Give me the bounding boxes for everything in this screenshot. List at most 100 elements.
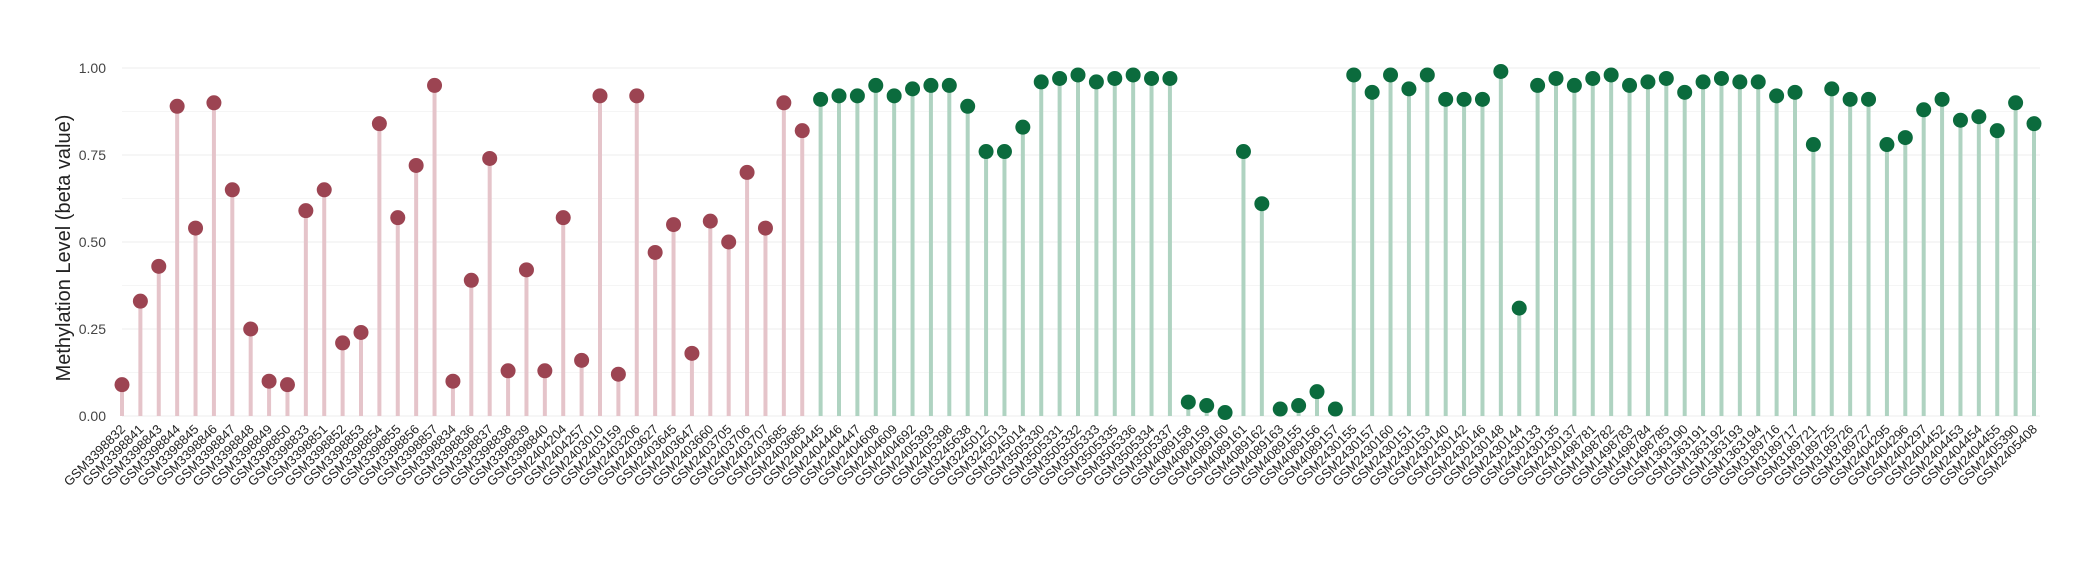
lollipop-point <box>169 98 185 114</box>
lollipop-point <box>1952 112 1968 128</box>
lollipop-point <box>757 220 773 236</box>
lollipop-point <box>1144 70 1160 86</box>
lollipop-point <box>1235 144 1251 160</box>
lollipop-point <box>610 366 626 382</box>
lollipop-point <box>1989 123 2005 139</box>
lollipop-point <box>206 95 222 111</box>
lollipop-point <box>335 335 351 351</box>
lollipop-point <box>1530 77 1546 93</box>
lollipop-point <box>1217 405 1233 421</box>
lollipop-point <box>224 182 240 198</box>
lollipop-point <box>390 210 406 226</box>
lollipop-point <box>114 377 130 393</box>
lollipop-point <box>1419 67 1435 83</box>
lollipop-point <box>1585 70 1601 86</box>
y-axis-title: Methylation Level (beta value) <box>53 115 75 382</box>
y-tick-label: 0.25 <box>79 321 106 337</box>
lollipop-point <box>1934 91 1950 107</box>
lollipop-point <box>978 144 994 160</box>
lollipop-point <box>427 77 443 93</box>
lollipop-stems <box>120 71 2036 416</box>
lollipop-point <box>1658 70 1674 86</box>
lollipop-point <box>1291 398 1307 414</box>
lollipop-point <box>1787 84 1803 100</box>
y-tick-label: 0.50 <box>79 234 106 250</box>
lollipop-point <box>1566 77 1582 93</box>
lollipop-point <box>2008 95 2024 111</box>
lollipop-point <box>463 272 479 288</box>
lollipop-point <box>261 373 277 389</box>
lollipop-point <box>1327 401 1343 417</box>
lollipop-point <box>1015 119 1031 135</box>
lollipop-point <box>868 77 884 93</box>
lollipop-point <box>1125 67 1141 83</box>
y-tick-label: 1.00 <box>79 60 106 76</box>
lollipop-point <box>1474 91 1490 107</box>
lollipop-point <box>1897 130 1913 146</box>
lollipop-point <box>1750 74 1766 90</box>
y-tick-label: 0.00 <box>79 408 106 424</box>
lollipop-point <box>684 345 700 361</box>
lollipop-point <box>482 150 498 166</box>
lollipop-point <box>923 77 939 93</box>
lollipop-point <box>1916 102 1932 118</box>
lollipop-point <box>702 213 718 229</box>
lollipop-point <box>279 377 295 393</box>
lollipop-point <box>1695 74 1711 90</box>
lollipop-point <box>353 324 369 340</box>
lollipop-point <box>408 157 424 173</box>
lollipop-points <box>114 63 2042 421</box>
lollipop-point <box>886 88 902 104</box>
y-axis-ticks: 0.00 0.25 0.50 0.75 1.00 <box>79 60 106 424</box>
lollipop-point <box>813 91 829 107</box>
lollipop-point <box>1033 74 1049 90</box>
lollipop-point <box>1511 300 1527 316</box>
lollipop-point <box>960 98 976 114</box>
lollipop-point <box>1603 67 1619 83</box>
lollipop-point <box>1162 70 1178 86</box>
x-axis-labels: GSM3398832GSM3398841GSM3398843GSM3398844… <box>61 422 2040 489</box>
lollipop-point <box>1971 109 1987 125</box>
lollipop-point <box>555 210 571 226</box>
lollipop-point <box>629 88 645 104</box>
lollipop-point <box>1824 81 1840 97</box>
lollipop-point <box>1548 70 1564 86</box>
lollipop-point <box>316 182 332 198</box>
lollipop-point <box>1070 67 1086 83</box>
lollipop-point <box>1879 137 1895 153</box>
lollipop-point <box>592 88 608 104</box>
lollipop-point <box>371 116 387 132</box>
lollipop-point <box>1493 63 1509 79</box>
lollipop-point <box>188 220 204 236</box>
lollipop-point <box>905 81 921 97</box>
lollipop-point <box>739 164 755 180</box>
lollipop-point <box>1805 137 1821 153</box>
lollipop-point <box>1383 67 1399 83</box>
lollipop-point <box>243 321 259 337</box>
lollipop-point <box>1769 88 1785 104</box>
lollipop-point <box>1842 91 1858 107</box>
lollipop-point <box>537 363 553 379</box>
lollipop-point <box>298 203 314 219</box>
lollipop-point <box>666 217 682 233</box>
lollipop-point <box>1107 70 1123 86</box>
grid-lines <box>122 67 2040 417</box>
lollipop-point <box>1456 91 1472 107</box>
lollipop-point <box>1640 74 1656 90</box>
lollipop-point <box>647 244 663 260</box>
lollipop-point <box>849 88 865 104</box>
lollipop-point <box>132 293 148 309</box>
y-tick-label: 0.75 <box>79 147 106 163</box>
lollipop-point <box>574 352 590 368</box>
lollipop-point <box>1052 70 1068 86</box>
lollipop-point <box>1364 84 1380 100</box>
lollipop-point <box>1346 67 1362 83</box>
lollipop-point <box>831 88 847 104</box>
lollipop-point <box>445 373 461 389</box>
lollipop-point <box>151 258 167 274</box>
lollipop-point <box>996 144 1012 160</box>
lollipop-point <box>776 95 792 111</box>
lollipop-point <box>1180 394 1196 410</box>
lollipop-point <box>1713 70 1729 86</box>
